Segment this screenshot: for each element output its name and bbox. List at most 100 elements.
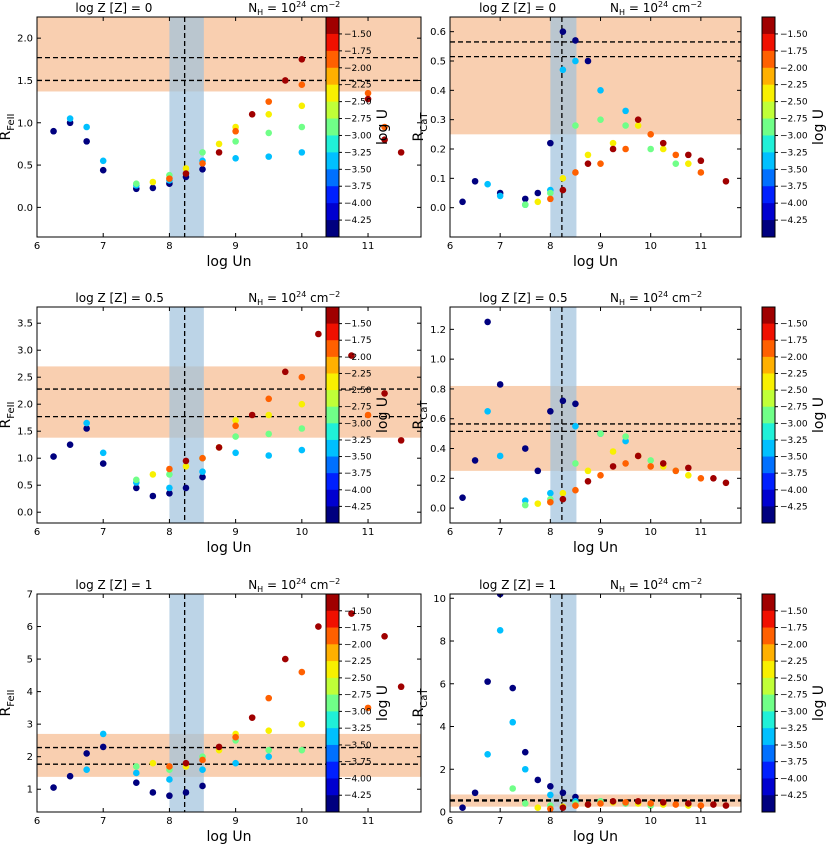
colorbar-tick-label: −1.50 — [780, 30, 808, 40]
point-s0-1 — [471, 789, 479, 797]
point-s3-2 — [215, 140, 223, 148]
colorbar-tick-label: −2.25 — [780, 369, 808, 379]
point-s1-4 — [199, 766, 206, 774]
point-s5-1 — [584, 477, 592, 485]
point-s0-6 — [559, 28, 567, 35]
point-s1-1 — [496, 627, 504, 634]
colorbar-segment — [762, 220, 775, 238]
xtick-label: 9 — [597, 816, 603, 827]
colorbar-4: −1.50 −1.75 −2.00 −2.25 −2.50 −2.75 −3.00 −3.25… — [325, 593, 391, 813]
point-s2-1 — [521, 800, 529, 807]
point-s0-4 — [133, 484, 140, 492]
point-s5-4 — [315, 623, 322, 630]
colorbar-tick-label: −2.50 — [780, 674, 808, 684]
panel-d: 6 7 8 9 10 11 0.0 0.2 0.4 0.6 0.8 1.0 1.2 log Z [Z] =… — [411, 290, 742, 556]
point-s0-5 — [149, 492, 157, 500]
point-s4-3 — [265, 395, 273, 403]
colorbar-tick-label: −4.25 — [780, 502, 808, 512]
colorbar-frame — [325, 593, 340, 813]
axes-frame — [449, 593, 742, 813]
point-s2-3 — [597, 116, 604, 123]
point-s4-4 — [647, 463, 654, 470]
point-s3-3 — [232, 417, 239, 424]
point-s4-2 — [597, 160, 604, 167]
point-s3-4 — [265, 111, 273, 118]
point-s5-3 — [281, 368, 289, 376]
blue-band — [550, 307, 577, 523]
ytick-label: 2 — [27, 752, 33, 763]
colorbar-segment — [326, 795, 339, 813]
title-right: NH = 1024 cm−2 — [610, 290, 702, 307]
axes-frame — [36, 593, 422, 813]
ytick-label: 0.0 — [430, 504, 446, 515]
plot-area — [450, 307, 741, 523]
point-s3-0 — [534, 500, 542, 507]
colorbar-tick-label: −2.50 — [344, 98, 372, 108]
ytick-label: 3.0 — [17, 346, 33, 357]
colorbar-segment — [326, 118, 339, 136]
point-s0-5 — [149, 184, 157, 192]
colorbar-tick-label: −2.75 — [780, 115, 808, 125]
colorbar-segment — [326, 67, 339, 86]
colorbar-segment — [762, 50, 775, 69]
xtick-label: 11 — [694, 816, 707, 827]
colorbar-segment — [326, 323, 339, 341]
colorbar-tick-label: −4.25 — [344, 502, 372, 512]
xtick-label: 6 — [447, 241, 453, 252]
y-axis-label: RFeII — [0, 402, 17, 429]
xtick-label: 10 — [644, 816, 657, 827]
ytick-label: 1.0 — [430, 355, 446, 366]
colorbar-segment — [762, 661, 775, 679]
axes-frame — [449, 306, 742, 524]
title-left: log Z [Z] = 0.5 — [479, 291, 567, 305]
point-s4-6 — [364, 704, 372, 712]
ytick-label: 0.4 — [430, 444, 446, 455]
xtick-label: 9 — [232, 816, 238, 827]
point-s2-4 — [622, 122, 629, 129]
orange-band — [450, 17, 741, 135]
point-s4-0 — [166, 465, 173, 473]
point-s4-0 — [547, 195, 554, 203]
colorbar-segment — [326, 406, 339, 424]
point-s1-4 — [547, 791, 554, 799]
point-s4-3 — [265, 694, 273, 702]
point-s2-5 — [647, 457, 654, 464]
point-s5-6 — [710, 475, 717, 482]
colorbar-segment — [326, 50, 339, 69]
colorbar-tick-label: −1.50 — [344, 320, 372, 330]
point-s1-2 — [509, 718, 517, 726]
colorbar-segment — [762, 506, 775, 524]
point-s5-2 — [248, 111, 256, 118]
point-s1-0 — [66, 115, 74, 122]
point-s2-5 — [298, 123, 306, 131]
ytick-label: 4 — [440, 722, 446, 733]
point-s5-7 — [722, 802, 730, 809]
colorbar-segment — [762, 778, 775, 796]
colorbar-tick-label: −2.25 — [780, 657, 808, 667]
ytick-label: 1.0 — [17, 454, 33, 465]
x-axis-label: log Un — [573, 540, 618, 556]
colorbar-tick-label: −4.00 — [344, 486, 372, 496]
colorbar-segment — [762, 728, 775, 746]
orange-band — [37, 17, 421, 92]
point-s4-6 — [364, 411, 372, 419]
point-s5-2 — [248, 411, 256, 419]
colorbar-tick-label: −1.75 — [780, 47, 808, 57]
colorbar-segment — [762, 406, 775, 424]
colorbar-segment — [762, 677, 775, 696]
point-s3-3 — [609, 448, 617, 455]
title-left: log Z [Z] = 1 — [479, 578, 556, 592]
point-s0-2 — [484, 678, 491, 685]
xtick-label: 8 — [547, 527, 553, 538]
point-s4-1 — [199, 160, 206, 167]
colorbar-tick-label: −1.75 — [344, 336, 372, 346]
point-s4-3 — [265, 98, 273, 105]
xtick-label: 10 — [295, 241, 308, 252]
point-s0-1 — [66, 772, 74, 780]
point-s3-5 — [298, 720, 306, 728]
point-s5-3 — [634, 452, 642, 460]
colorbar-segment — [762, 373, 775, 391]
colorbar-segment — [326, 744, 339, 763]
colorbar-segment — [326, 677, 339, 696]
colorbar-tick-label: −2.75 — [344, 691, 372, 701]
